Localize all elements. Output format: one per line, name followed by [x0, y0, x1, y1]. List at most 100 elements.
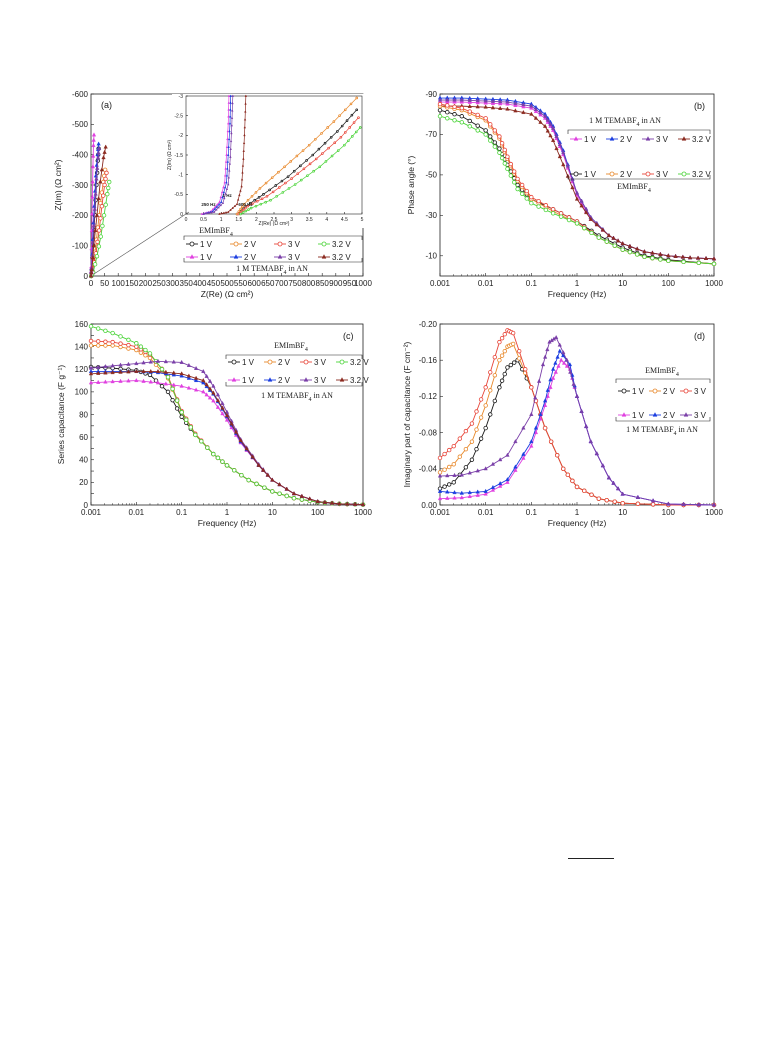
a-inset-annotation: 1 Hz — [222, 193, 232, 198]
d-point — [666, 501, 671, 506]
b-point — [634, 252, 640, 257]
b-point — [483, 104, 488, 109]
b-point — [696, 260, 701, 266]
b-point — [600, 227, 605, 232]
a-inset-point — [257, 195, 261, 199]
b-legend-bracket — [567, 175, 711, 180]
b-legend-item: 3.2 V — [678, 170, 711, 179]
b-point — [508, 161, 514, 167]
d-point — [533, 395, 538, 400]
a-legend-label: 2 V — [244, 240, 257, 249]
b-point — [475, 112, 480, 118]
a-inset-point — [262, 193, 265, 196]
b-panel-tag: (b) — [694, 101, 705, 111]
c-point — [291, 496, 297, 501]
b-point — [543, 203, 549, 208]
c-point — [126, 361, 131, 366]
a-point — [92, 206, 97, 211]
a-point — [233, 241, 239, 247]
a-legend-item: 2 V — [230, 253, 257, 262]
a-inset-point — [349, 102, 353, 106]
b-y-tick-label: -90 — [425, 90, 437, 99]
a-legend-label: 1 V — [200, 240, 213, 249]
c-point — [277, 482, 282, 487]
d-point — [512, 360, 517, 365]
a-inset-point — [210, 211, 213, 214]
d-point — [696, 502, 701, 507]
a-point — [96, 141, 101, 146]
a-inset-point — [352, 121, 356, 124]
b-point — [574, 196, 580, 201]
c-point — [159, 384, 165, 389]
c-y-tick-label: 120 — [75, 365, 89, 374]
c-series-1 — [88, 343, 366, 507]
a-inset-point — [284, 181, 287, 185]
a-legend-label: 2 V — [244, 253, 257, 262]
d-point — [488, 412, 493, 417]
b-point — [505, 106, 510, 111]
a-inset-point — [244, 102, 247, 105]
b-point — [513, 102, 518, 107]
b-point — [574, 221, 580, 226]
b-point — [497, 134, 502, 139]
a-inset-point — [226, 160, 230, 163]
d-point — [536, 378, 542, 383]
d-point — [533, 430, 539, 435]
a-inset-point — [227, 145, 230, 148]
a-point — [96, 244, 102, 249]
a-inset-point — [244, 206, 247, 210]
a-point — [88, 273, 94, 278]
a-inset-point — [253, 198, 256, 202]
c-point — [118, 369, 123, 374]
b-point — [437, 107, 443, 113]
b-point — [658, 257, 663, 262]
a-point — [98, 216, 103, 221]
a-inset-point — [228, 169, 231, 172]
c-point — [179, 414, 184, 419]
b-x-tick-label: 0.01 — [478, 279, 494, 288]
b-point — [536, 198, 541, 204]
a-point — [98, 234, 103, 239]
b-legend-item: 2 V — [606, 170, 633, 179]
a-inset-y-tick-label: -1.5 — [174, 153, 183, 159]
d-point — [442, 467, 447, 472]
c-point — [211, 383, 216, 388]
b-point — [681, 136, 687, 141]
a-inset-point — [260, 197, 264, 201]
d-point — [475, 468, 480, 473]
d-point — [606, 475, 612, 480]
d-x-axis-label: Frequency (Hz) — [548, 518, 607, 528]
a-point — [95, 165, 100, 170]
d-y-tick-label: 0.00 — [421, 501, 437, 510]
c-x-axis-label: Frequency (Hz) — [198, 518, 257, 528]
b-point — [505, 166, 510, 172]
a-legend-item: 2 V — [230, 240, 257, 249]
d-point — [564, 363, 570, 368]
c-point — [220, 400, 225, 406]
d-y-tick-label: -0.20 — [419, 320, 438, 329]
d-point — [533, 425, 539, 430]
a-inset-point — [239, 207, 242, 211]
d-legend-label: 2 V — [663, 411, 676, 420]
b-point — [467, 109, 472, 114]
a-inset-point — [355, 96, 359, 100]
b-series-line — [439, 115, 715, 265]
a-inset-point — [224, 192, 227, 195]
c-point — [231, 377, 237, 382]
b-point — [550, 137, 556, 142]
a-inset-point — [231, 206, 234, 209]
c-point — [110, 370, 115, 375]
a-inset-point — [332, 120, 336, 123]
d-point — [711, 502, 717, 507]
d-point — [540, 362, 546, 367]
d-point — [521, 455, 526, 460]
a-inset-point — [229, 208, 232, 211]
b-point — [437, 97, 443, 102]
a-x-tick-label: 900 — [329, 279, 343, 288]
b-point — [505, 154, 510, 159]
c-point — [88, 324, 94, 329]
a-point — [99, 204, 105, 209]
a-inset-point — [321, 152, 324, 155]
a-inset-point — [246, 204, 249, 208]
c-point — [284, 493, 289, 499]
